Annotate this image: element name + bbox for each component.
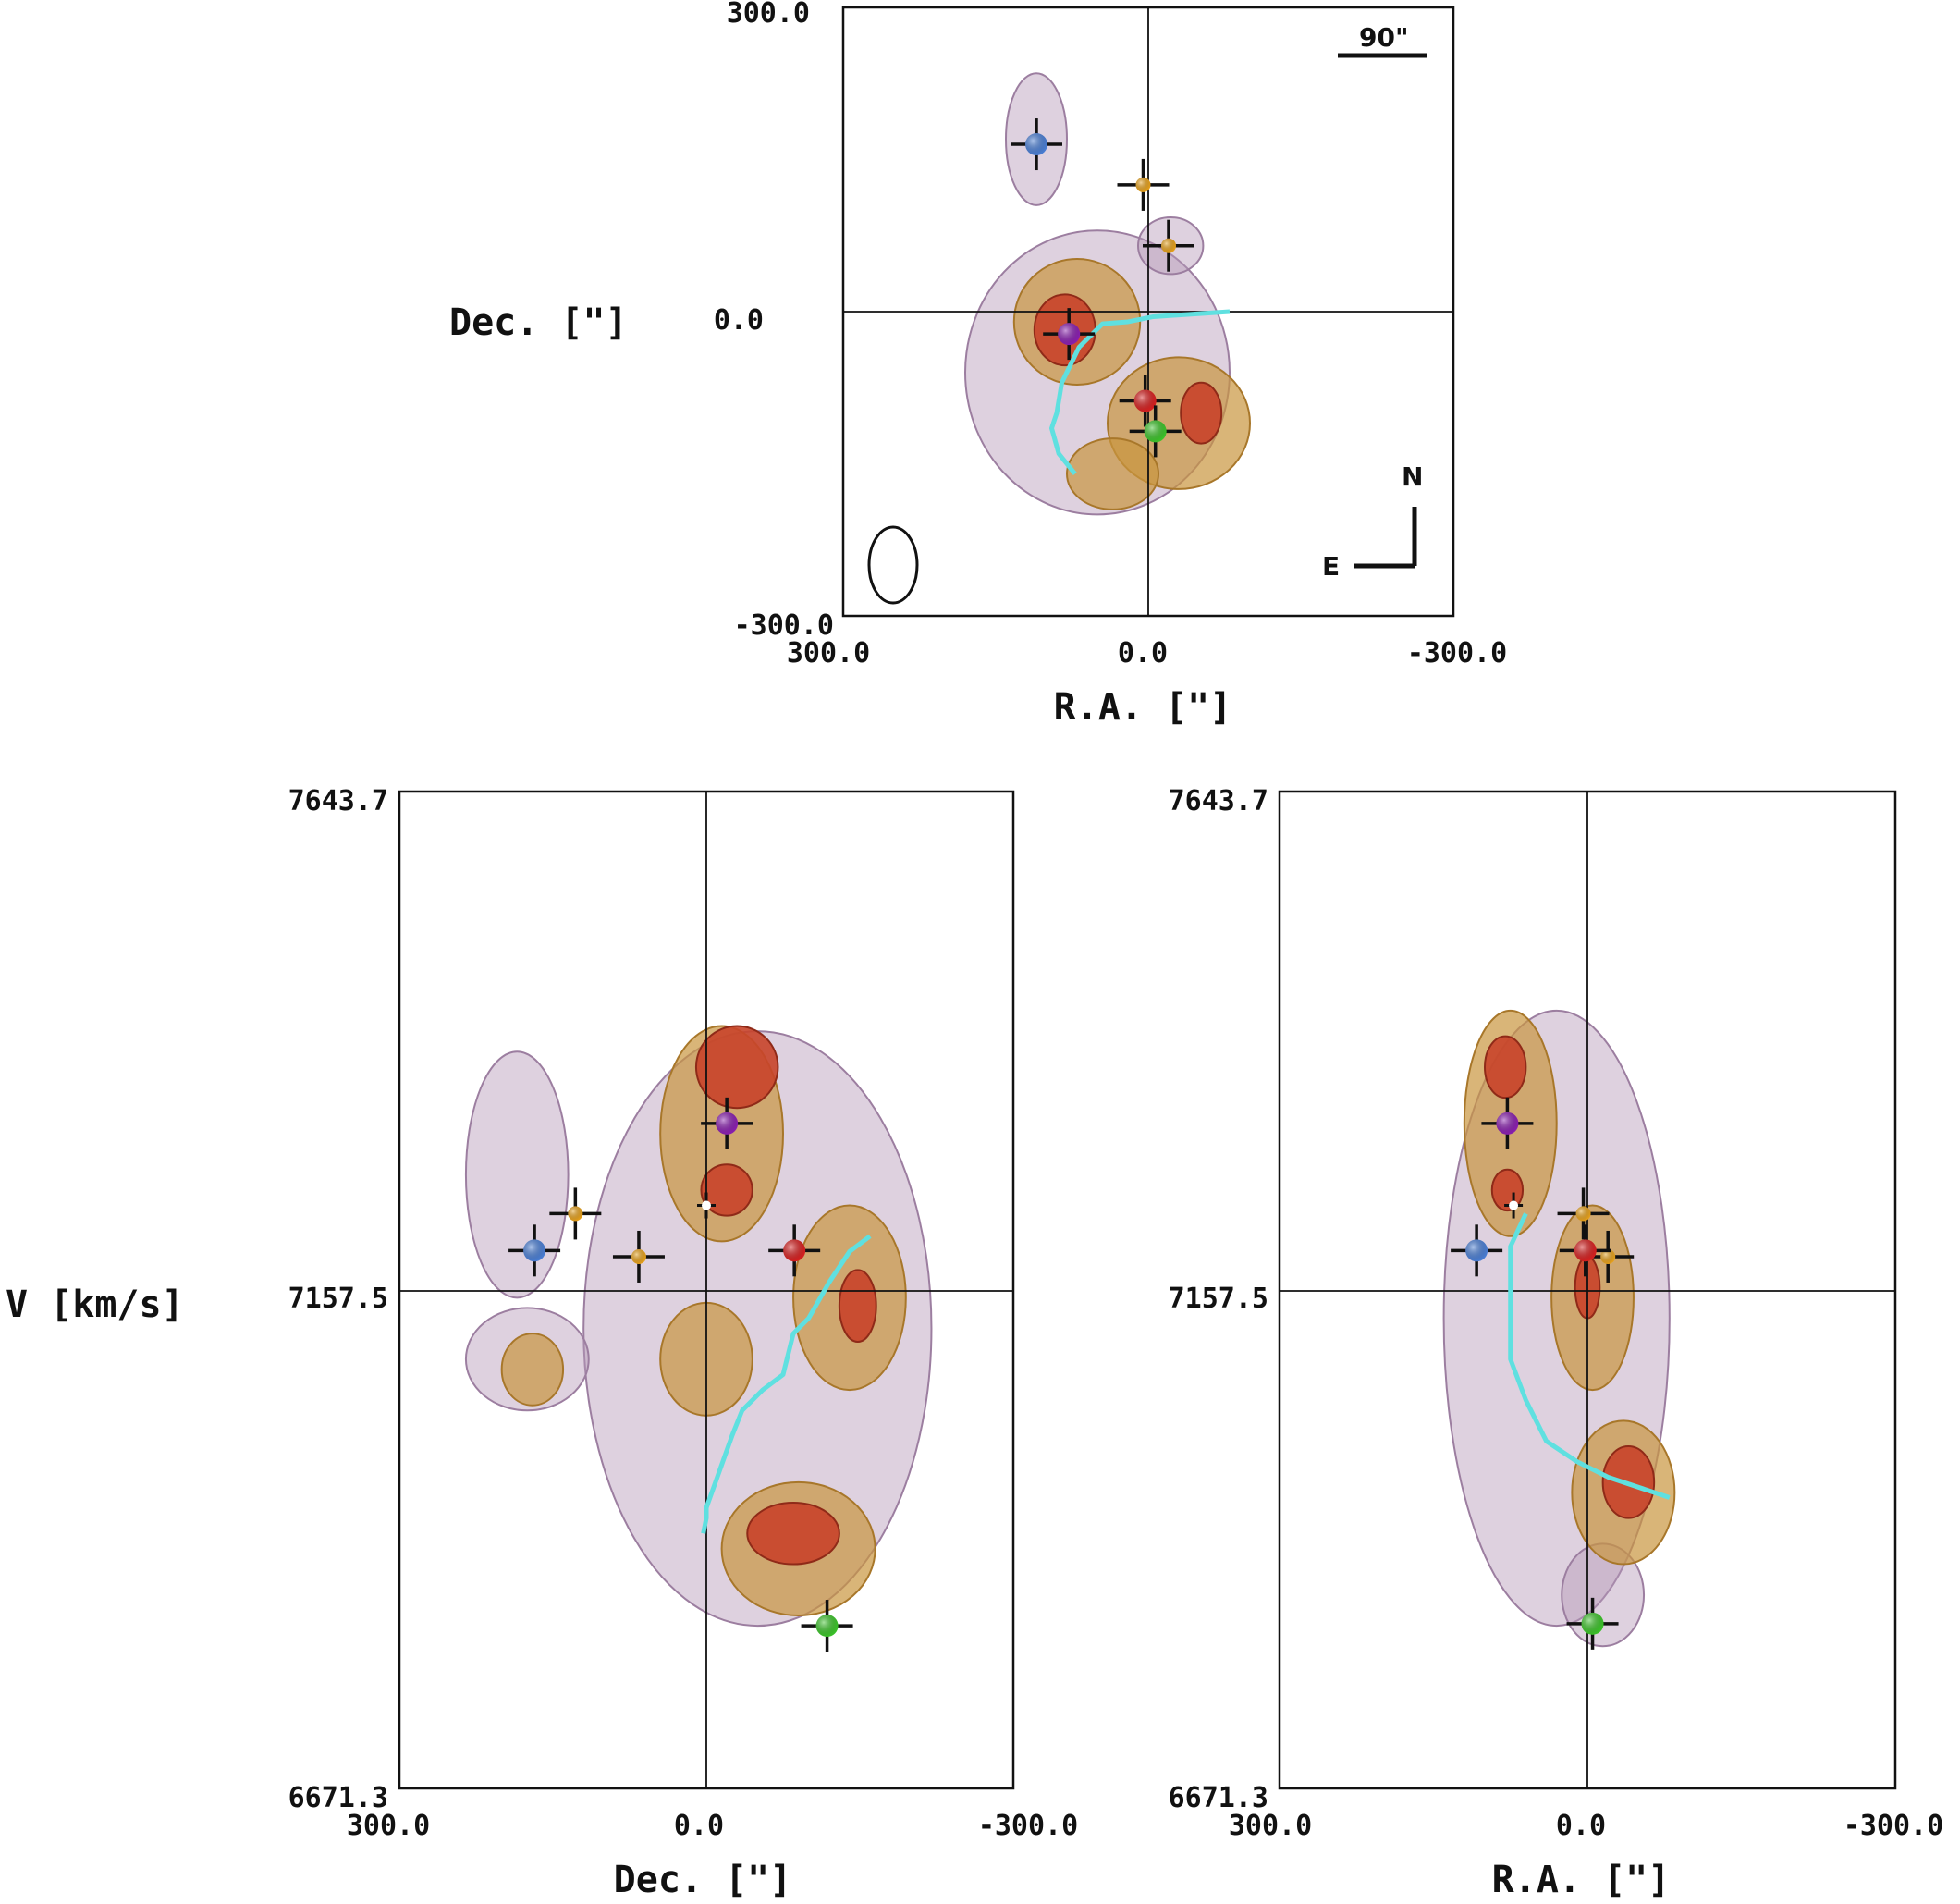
top-marker-0-shine: [1025, 133, 1047, 156]
bl-emission-blob-1: [464, 1050, 570, 1299]
top-cyan-track: [1049, 309, 1231, 476]
bl-marker-1-shine: [568, 1206, 583, 1222]
br-emission: [1442, 1009, 1676, 1648]
top-marker-2-shine: [1161, 238, 1176, 253]
top-y-tick-mid: 0.0: [714, 304, 764, 337]
top-x-axis-label: R.A. ["]: [1054, 686, 1232, 729]
bl-y-tick-min: 6671.3: [288, 1782, 388, 1814]
top-x-tick-mid: 0.0: [1118, 637, 1168, 669]
top-y-axis-label: Dec. ["]: [449, 301, 628, 344]
br-cyan-track: [1508, 1212, 1671, 1500]
beam-ellipse: [867, 525, 919, 605]
top-emission-blob-7: [1180, 381, 1223, 445]
bl-emission-blob-11: [746, 1502, 840, 1566]
top-x-tick-left: 300.0: [787, 637, 870, 669]
br-marker-5-shine: [1581, 1612, 1604, 1635]
bl-marker-2-shine: [631, 1248, 646, 1264]
bl-x-tick-left: 300.0: [347, 1810, 430, 1842]
bl-emission-blob-8: [694, 1025, 779, 1110]
br-emission-blob-5: [1484, 1035, 1527, 1099]
br-marker-3-shine: [1496, 1112, 1519, 1135]
compass-east-label: E: [1322, 551, 1340, 582]
scale-bar-label: 90": [1359, 22, 1409, 53]
top-markers: [1011, 118, 1194, 458]
br-marker-0-shine: [1465, 1239, 1488, 1262]
bottom-right-panel: 7643.7 7157.5 6671.3 300.0 0.0 -300.0 R.…: [1169, 785, 1944, 1901]
top-marker-3-shine: [1058, 323, 1081, 346]
bl-x-tick-mid: 0.0: [674, 1810, 724, 1842]
br-y-tick-max: 7643.7: [1169, 785, 1268, 817]
bl-marker-4-shine: [783, 1239, 806, 1262]
top-emission: [964, 72, 1251, 516]
top-x-tick-right: -300.0: [1407, 637, 1507, 669]
bl-emission-blob-10: [838, 1269, 877, 1343]
br-x-tick-mid: 0.0: [1556, 1810, 1606, 1842]
br-marker-4-shine: [1574, 1239, 1597, 1262]
br-markers: [1451, 1097, 1635, 1650]
br-y-tick-mid: 7157.5: [1169, 1283, 1268, 1315]
bl-emission-blob-9: [700, 1163, 753, 1217]
bl-emission: [464, 1025, 933, 1628]
bl-marker-5-shine: [815, 1615, 839, 1638]
bl-emission-blob-7: [500, 1333, 565, 1407]
br-x-axis-label: R.A. ["]: [1492, 1859, 1671, 1901]
compass-north-label: N: [1402, 461, 1423, 492]
br-x-tick-right: -300.0: [1844, 1810, 1943, 1842]
top-marker-1-shine: [1135, 177, 1151, 192]
br-y-tick-min: 6671.3: [1169, 1782, 1268, 1814]
br-emission-blob-6: [1490, 1168, 1525, 1212]
br-x-tick-left: 300.0: [1229, 1810, 1312, 1842]
bl-y-tick-max: 7643.7: [288, 785, 388, 817]
top-panel: 90" N E 300.0 0.0 -300.0 300.0 0.0 -300.…: [449, 0, 1507, 729]
top-y-tick-min: -300.0: [734, 609, 834, 642]
top-emission-blob-5: [1066, 437, 1159, 510]
top-marker-4-shine: [1133, 389, 1157, 412]
bl-white-marker: [702, 1200, 711, 1210]
bl-marker-0-shine: [523, 1239, 546, 1262]
bl-markers: [508, 1097, 853, 1652]
bl-y-axis-label: V [km/s]: [6, 1284, 184, 1326]
top-marker-5-shine: [1144, 420, 1167, 443]
br-marker-2-shine: [1600, 1248, 1616, 1264]
bl-marker-3-shine: [716, 1112, 739, 1135]
br-white-marker: [1509, 1200, 1519, 1210]
bottom-left-panel: 7643.7 7157.5 6671.3 300.0 0.0 -300.0 V …: [6, 785, 1078, 1901]
bl-y-tick-mid: 7157.5: [288, 1283, 388, 1315]
top-y-tick-max: 300.0: [727, 0, 810, 30]
bl-x-axis-label: Dec. ["]: [614, 1859, 792, 1901]
bl-cyan-track: [701, 1234, 872, 1534]
br-marker-1-shine: [1575, 1206, 1591, 1222]
bl-x-tick-right: -300.0: [978, 1810, 1078, 1842]
